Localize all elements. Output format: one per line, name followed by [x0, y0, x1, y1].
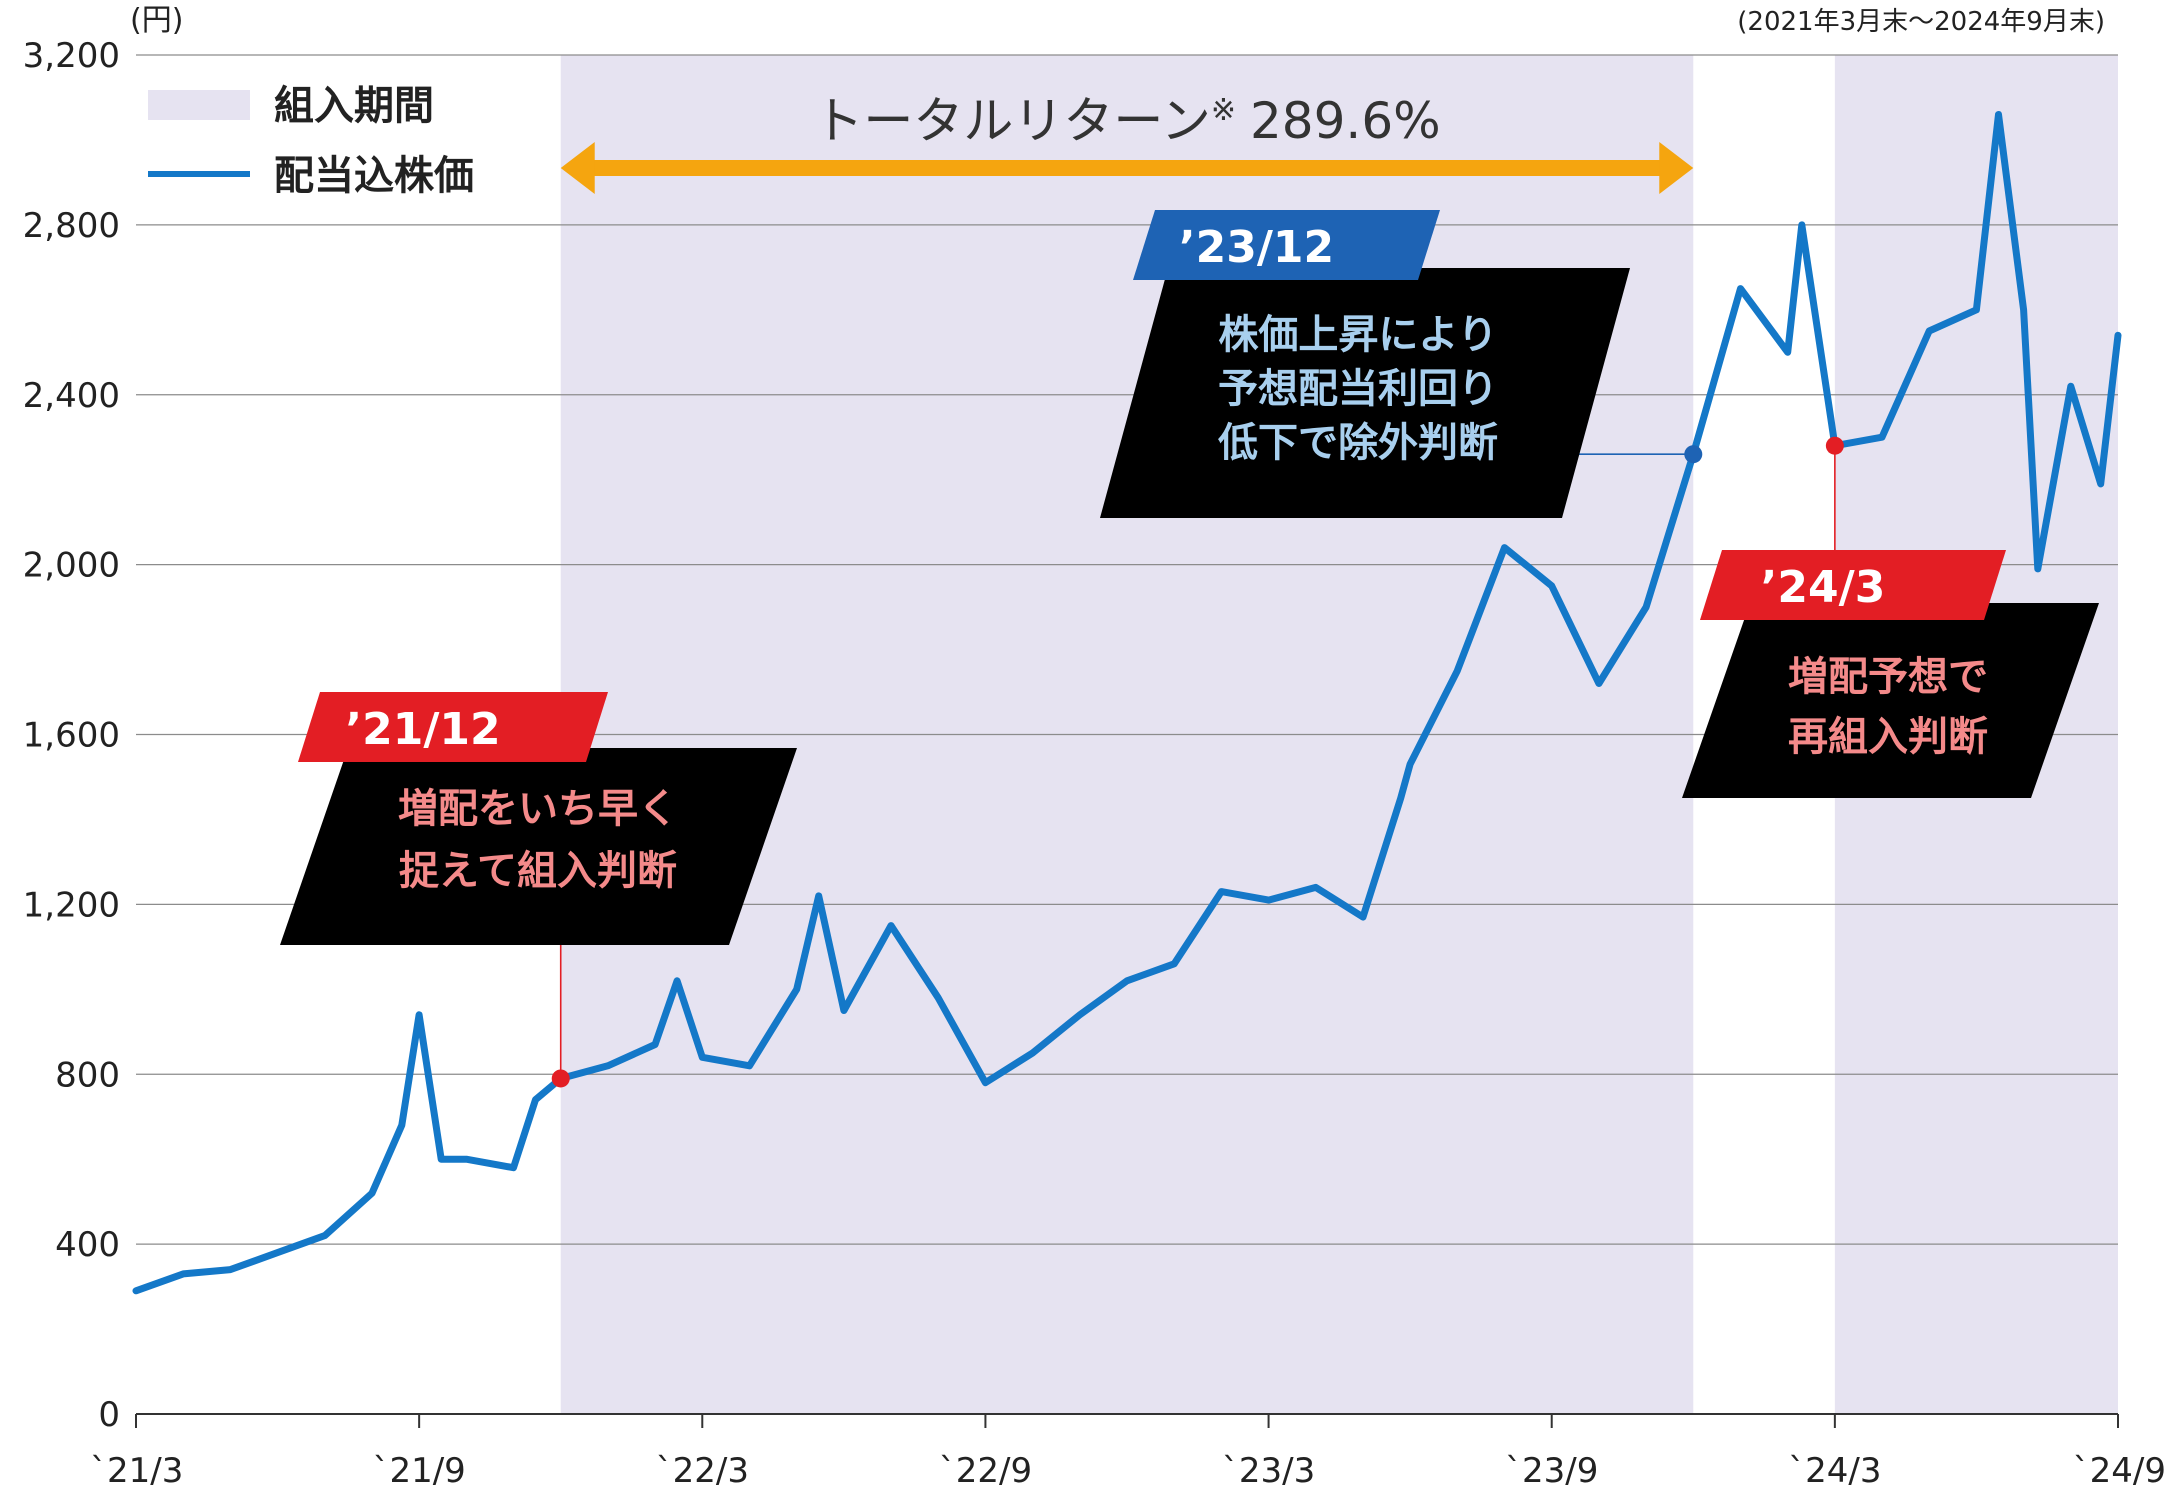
x-tick-label: `21/3	[90, 1451, 183, 1488]
annotation-text-line: 予想配当利回り	[1218, 366, 1498, 412]
y-axis: 0 400 800 1,200 1,600 2,000 2,400 2,800 3,200	[23, 36, 120, 1435]
y-tick-label: 800	[55, 1055, 120, 1095]
annotation-marker	[1684, 445, 1703, 464]
annotation-text-line: 低下で除外判断	[1218, 420, 1498, 466]
annotation-text-line: 株価上昇により	[1218, 312, 1497, 358]
x-tick-label: `21/9	[372, 1451, 465, 1488]
period-label: (2021年3月末〜2024年9月末)	[1737, 7, 2105, 37]
annotation-date-tag	[1700, 550, 2006, 620]
annotation-text-line: 捉えて組入判断	[399, 848, 677, 894]
total-return-label: トータルリターン	[813, 92, 1211, 150]
annotation-text-line: 再組入判断	[1788, 714, 1988, 760]
x-tick-label: `23/9	[1505, 1451, 1598, 1488]
x-axis: `21/3 `21/9 `22/3 `22/9 `23/3 `23/9 `24/3 `24/9	[90, 1413, 2166, 1488]
y-tick-label: 2,800	[23, 206, 120, 246]
total-return-arrow	[560, 142, 1694, 194]
y-tick-label: 400	[55, 1225, 120, 1265]
legend-holding-swatch	[148, 90, 250, 120]
legend-holding-label: 組入期間	[274, 83, 434, 129]
total-return-value: 289.6%	[1250, 92, 1441, 150]
y-axis-unit-label: (円)	[130, 3, 183, 38]
annotation-date-tag	[298, 692, 608, 762]
return-arrow-head-right	[1659, 142, 1694, 194]
annotation-date-tag	[1133, 210, 1440, 280]
annotation-leaders	[559, 445, 1836, 1079]
x-tick-label: `24/3	[1788, 1451, 1881, 1488]
y-tick-label: 2,000	[23, 546, 120, 586]
annotation-box	[280, 748, 797, 945]
annotation-text-line: 増配をいち早く	[398, 786, 678, 832]
annotation-date-label: ’23/12	[1179, 222, 1334, 273]
y-tick-label: 1,200	[23, 885, 120, 925]
x-tick-label: `22/3	[656, 1451, 749, 1488]
annotation-text-line: 増配予想で	[1788, 654, 1988, 700]
x-tick-label: `22/9	[939, 1451, 1032, 1488]
y-tick-label: 3,200	[23, 36, 120, 76]
y-tick-label: 1,600	[23, 716, 120, 756]
legend-line-label: 配当込株価	[274, 153, 474, 199]
annotation-box	[1100, 268, 1630, 518]
annotation-date-label: ’24/3	[1761, 562, 1886, 613]
series-line-dividend-price	[132, 111, 2122, 1295]
annotation-date-label: ’21/12	[345, 704, 500, 755]
total-return-note-mark: ※	[1211, 93, 1236, 128]
annotation-markers	[551, 436, 1844, 1088]
x-tick-label: `23/3	[1222, 1451, 1315, 1488]
x-tick-label: `24/9	[2073, 1451, 2166, 1488]
legend: 組入期間 配当込株価	[148, 83, 474, 199]
return-arrow-head-left	[560, 142, 595, 194]
annotation-marker	[1825, 436, 1844, 455]
annotation-box	[1682, 603, 2099, 798]
annotation-marker	[551, 1069, 570, 1088]
y-tick-label: 2,400	[23, 376, 120, 416]
y-tick-label: 0	[98, 1395, 120, 1435]
total-return-text: トータルリターン※ 289.6%	[813, 92, 1440, 150]
